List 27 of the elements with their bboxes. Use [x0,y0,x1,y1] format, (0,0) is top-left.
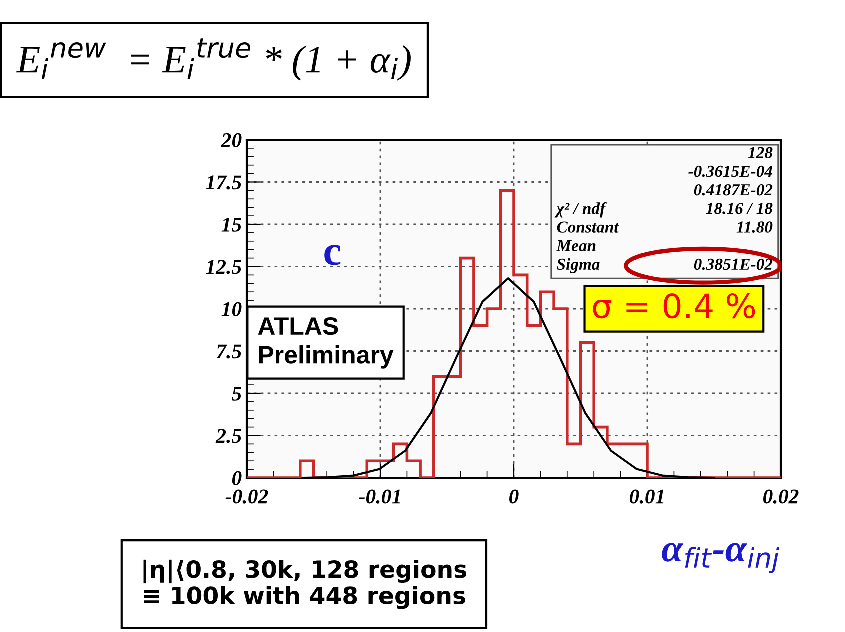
y-tick-label: 20 [221,133,242,148]
y-tick-label: 5 [232,387,242,401]
text: Sigma 0.3851E-02 [557,258,773,274]
annotation: -0.3615E-04 [688,166,772,178]
text: E$_{i}$$^{new}$ = E$_{i}$$^{true}$ * (1 + α$_{i}$) [16,38,411,81]
y-tick-label: 10 [222,302,242,316]
annotation: ATLAS Preliminary [258,317,394,369]
text: χ² / ndf 18.16 / 18 [554,202,773,218]
annotation: c [324,245,341,266]
x-tick-label: 0.01 [630,490,664,504]
annotation: 0.4187E-02 [694,184,773,196]
y-tick-label: 12.5 [206,260,242,274]
x-tick-label: -0.01 [359,490,400,504]
annotation: 128 [748,147,773,159]
y-tick-label: 2.5 [216,429,242,444]
y-tick-label: 7.5 [216,344,242,359]
x-tick-label: 0.02 [763,490,799,504]
y-tick-label: 15 [222,218,242,232]
x-axis-title: α$_{fit}$-α$_{inj}$ [662,543,780,574]
y-tick-label: 17.5 [206,176,242,190]
x-tick-label: 0 [510,490,519,504]
annotation: Mean [556,240,596,252]
x-tick-label: -0.02 [226,490,268,504]
text: |η|⟨0.8, 30k, 128 regions ≡ 100k with 448 regions [144,560,467,610]
y-tick-label: 0 [232,471,242,486]
annotation: σ = 0.4 % [593,293,756,319]
text: Constant 11.80 [557,222,773,233]
